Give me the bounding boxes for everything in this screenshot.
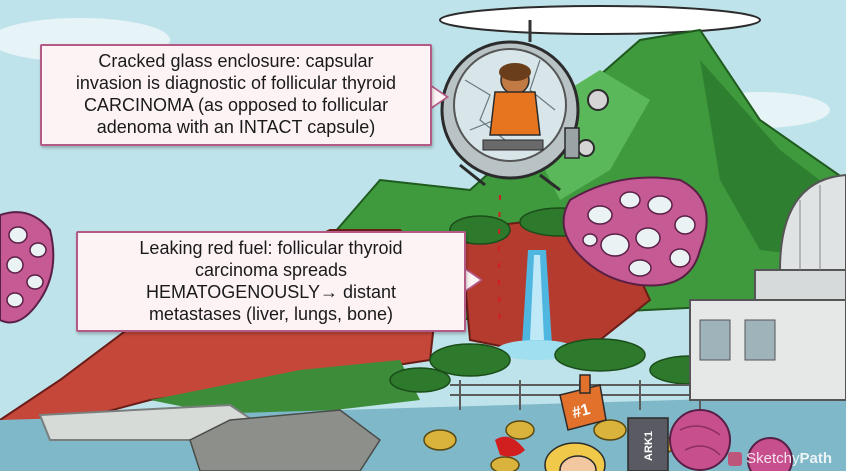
pilot-suit (489, 91, 541, 136)
ark1-barrel: ARK1 (627, 417, 669, 471)
barrel-label: ARK1 (643, 431, 655, 461)
callout-capsule-line-3: CARCINOMA (as opposed to follicular (83, 95, 389, 115)
waterfall-highlight (530, 255, 544, 340)
sketchypath-logo-icon (728, 451, 743, 466)
foam-finger-label: #1 (570, 401, 592, 422)
watermark-part1: Sketchy (746, 450, 800, 467)
callout-fuel-line-4: metastases (liver, lungs, bone) (148, 304, 394, 324)
callout-capsular-invasion: Cracked glass enclosure: capsular invasi… (40, 44, 432, 146)
follicle-cluster-right (562, 176, 708, 287)
callout-fuel-line-2: carcinoma spreads (194, 260, 348, 280)
pink-mass (669, 409, 793, 471)
follicle-cluster-left (0, 211, 55, 324)
callout-hematogenous-spread: Leaking red fuel: follicular thyroid car… (76, 231, 466, 332)
callout-fuel-line-3: HEMATOGENOUSLY→ distant (145, 282, 397, 302)
leaking-red-fuel (498, 194, 501, 331)
watermark-part2: Path (799, 450, 832, 467)
observatory-building (689, 173, 846, 401)
callout-capsule-line-2: invasion is diagnostic of follicular thy… (75, 73, 397, 93)
callout-fuel-pointer (464, 269, 480, 291)
sketchypath-watermark: SketchyPath (728, 450, 832, 467)
helicopter-rotor (439, 5, 761, 35)
callout-fuel-line-1: Leaking red fuel: follicular thyroid (139, 238, 403, 258)
rocky-shore (189, 409, 382, 471)
helicopter (440, 20, 609, 331)
callout-capsule-line-1: Cracked glass enclosure: capsular (98, 51, 374, 71)
callout-capsule-pointer (430, 86, 446, 108)
blood-splash (495, 436, 525, 457)
swimmer (544, 442, 606, 471)
foam-finger-sign: #1 (559, 374, 607, 431)
watermark-text: SketchyPath (746, 450, 832, 467)
callout-capsule-line-4: adenoma with an INTACT capsule) (96, 117, 376, 137)
